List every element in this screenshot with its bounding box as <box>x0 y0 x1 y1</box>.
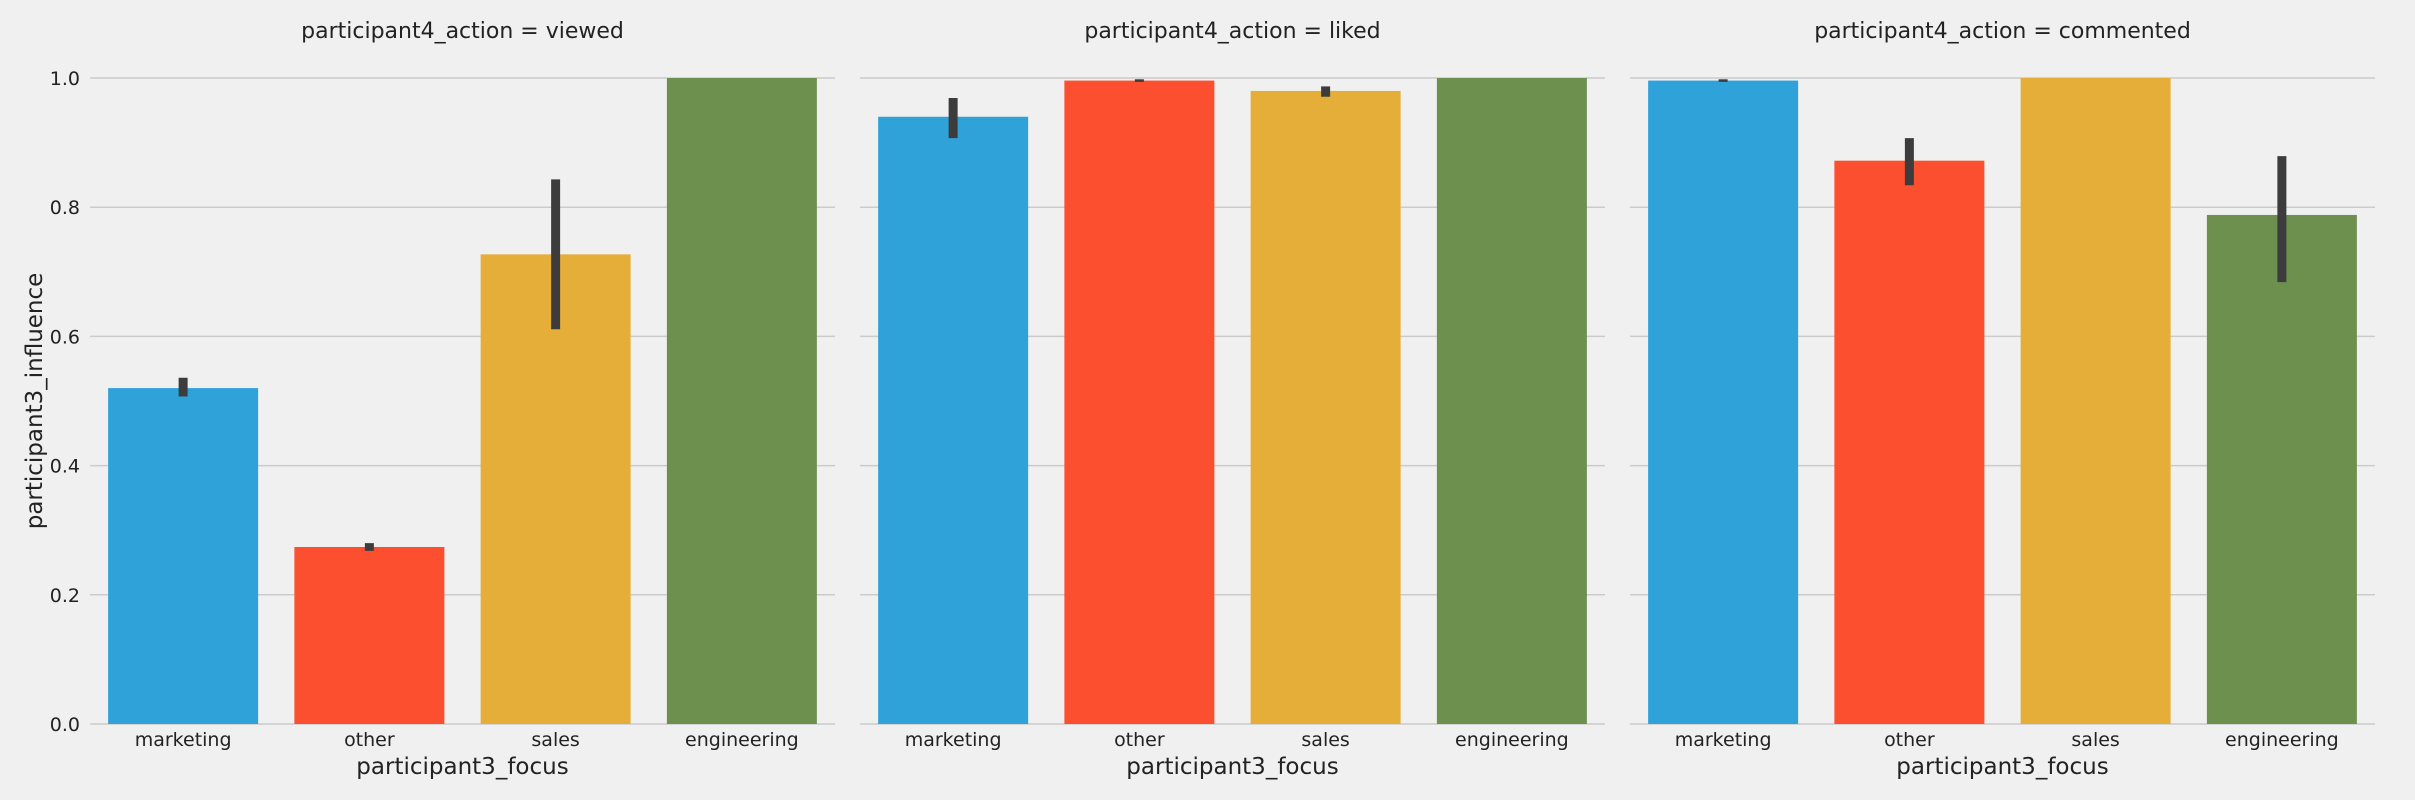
y-tick-label: 0.2 <box>50 585 80 607</box>
y-axis-label: participant3_influence <box>22 273 48 530</box>
bar-other <box>1834 160 1985 725</box>
x-axis-label: participant3_focus <box>356 754 568 780</box>
x-tick-label: other <box>344 729 395 751</box>
x-tick-label: sales <box>531 729 579 751</box>
x-tick-label: marketing <box>1675 729 1772 751</box>
panel-title: participant4_action = viewed <box>301 19 624 44</box>
x-tick-label: marketing <box>905 729 1002 751</box>
panel-title: participant4_action = commented <box>1814 19 2191 44</box>
bar-other <box>294 546 445 724</box>
y-tick-label: 1.0 <box>50 68 80 90</box>
bar-engineering <box>666 78 817 724</box>
bar-sales <box>1250 90 1401 725</box>
x-axis-label: participant3_focus <box>1126 754 1338 780</box>
bar-engineering <box>1436 78 1587 724</box>
y-tick-label: 0.6 <box>50 326 80 348</box>
y-tick-label: 0.8 <box>50 197 80 219</box>
y-tick-label: 0.0 <box>50 714 80 736</box>
x-tick-label: other <box>1114 729 1165 751</box>
panel-title: participant4_action = liked <box>1084 19 1380 44</box>
x-tick-label: other <box>1884 729 1935 751</box>
bar-marketing <box>108 388 259 724</box>
bar-marketing <box>878 116 1029 724</box>
bar-other <box>1064 80 1215 725</box>
bar-engineering <box>2206 214 2357 724</box>
bar-sales <box>2020 78 2171 724</box>
bar-sales <box>480 254 631 724</box>
x-tick-label: engineering <box>2225 729 2339 751</box>
bar-marketing <box>1648 80 1799 725</box>
x-tick-label: marketing <box>135 729 232 751</box>
y-tick-label: 0.4 <box>50 456 80 478</box>
x-axis-label: participant3_focus <box>1896 754 2108 780</box>
x-tick-label: engineering <box>1455 729 1569 751</box>
x-tick-label: engineering <box>685 729 799 751</box>
x-tick-label: sales <box>2071 729 2119 751</box>
x-tick-label: sales <box>1301 729 1349 751</box>
